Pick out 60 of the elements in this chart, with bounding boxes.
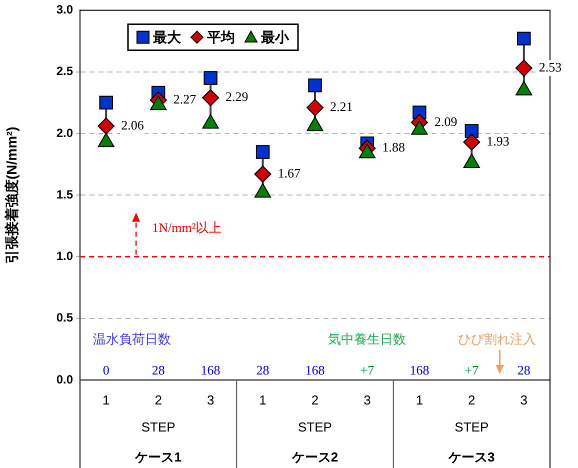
y-tick-label: 2.5 (56, 64, 74, 78)
y-tick-label: 2.0 (56, 126, 74, 140)
point (99, 96, 113, 110)
x-tick-label: 2 (154, 392, 162, 408)
y-tick-label: 3.0 (56, 2, 74, 17)
annotation: 168 (410, 362, 430, 378)
text: STEP (141, 420, 176, 435)
legend-label: 平均 (206, 29, 235, 46)
text: STEP (298, 420, 332, 435)
point (306, 99, 324, 116)
x-tick-label: 2 (311, 392, 319, 408)
point (463, 134, 480, 151)
annotation: ひび割れ注入 (458, 331, 536, 346)
data-label: 1.88 (382, 140, 405, 155)
point (517, 32, 531, 46)
point (464, 124, 479, 138)
data-label: 1.67 (278, 166, 302, 181)
annotation: +7 (360, 362, 375, 378)
point (256, 145, 270, 159)
y-tick-label: 0.5 (56, 310, 74, 325)
data-label: 1.93 (486, 134, 510, 149)
legend-label: 最大 (152, 29, 182, 46)
annotation: 168 (305, 362, 325, 378)
text: STEP (454, 420, 489, 435)
x-tick-label: 3 (364, 392, 371, 408)
y-tick-label: 1.0 (56, 249, 74, 264)
annotation: 28 (152, 362, 165, 378)
annotation: 28 (256, 362, 270, 378)
data-label: 2.27 (173, 92, 197, 107)
x-tick-label: 1 (416, 392, 424, 408)
x-tick-label: 2 (468, 392, 476, 408)
x-tick-label: 3 (206, 392, 214, 408)
y-tick-label: 0.0 (56, 372, 74, 386)
annotation: 温水負荷日数 (93, 331, 171, 346)
point (515, 60, 532, 77)
text: ケース1 (134, 450, 182, 465)
data-label: 2.21 (330, 99, 353, 114)
annotation: +7 (464, 362, 480, 378)
ref-line-label: 1N/mm²以上 (152, 220, 222, 236)
annotation: 気中養生日数 (328, 331, 406, 346)
data-label: 2.09 (434, 114, 458, 129)
point (98, 118, 115, 135)
data-label: 2.29 (226, 89, 248, 104)
y-tick-label: 1.5 (56, 187, 74, 202)
annotation: 28 (517, 362, 530, 378)
point (254, 166, 272, 183)
data-label: 2.53 (538, 60, 562, 75)
point (202, 89, 220, 106)
annotation: 168 (200, 362, 220, 378)
legend-label: 最小 (260, 29, 290, 46)
text: ケース3 (448, 450, 495, 465)
data-label: 2.06 (121, 117, 144, 132)
annotation: 0 (102, 362, 110, 378)
point (204, 71, 218, 85)
x-tick-label: 3 (520, 392, 528, 408)
x-tick-label: 1 (102, 392, 110, 408)
point (308, 78, 322, 92)
text: ケース2 (290, 450, 338, 465)
x-tick-label: 1 (259, 392, 266, 408)
y-axis-title: 引張接着強度(N/mm²) (3, 126, 20, 264)
